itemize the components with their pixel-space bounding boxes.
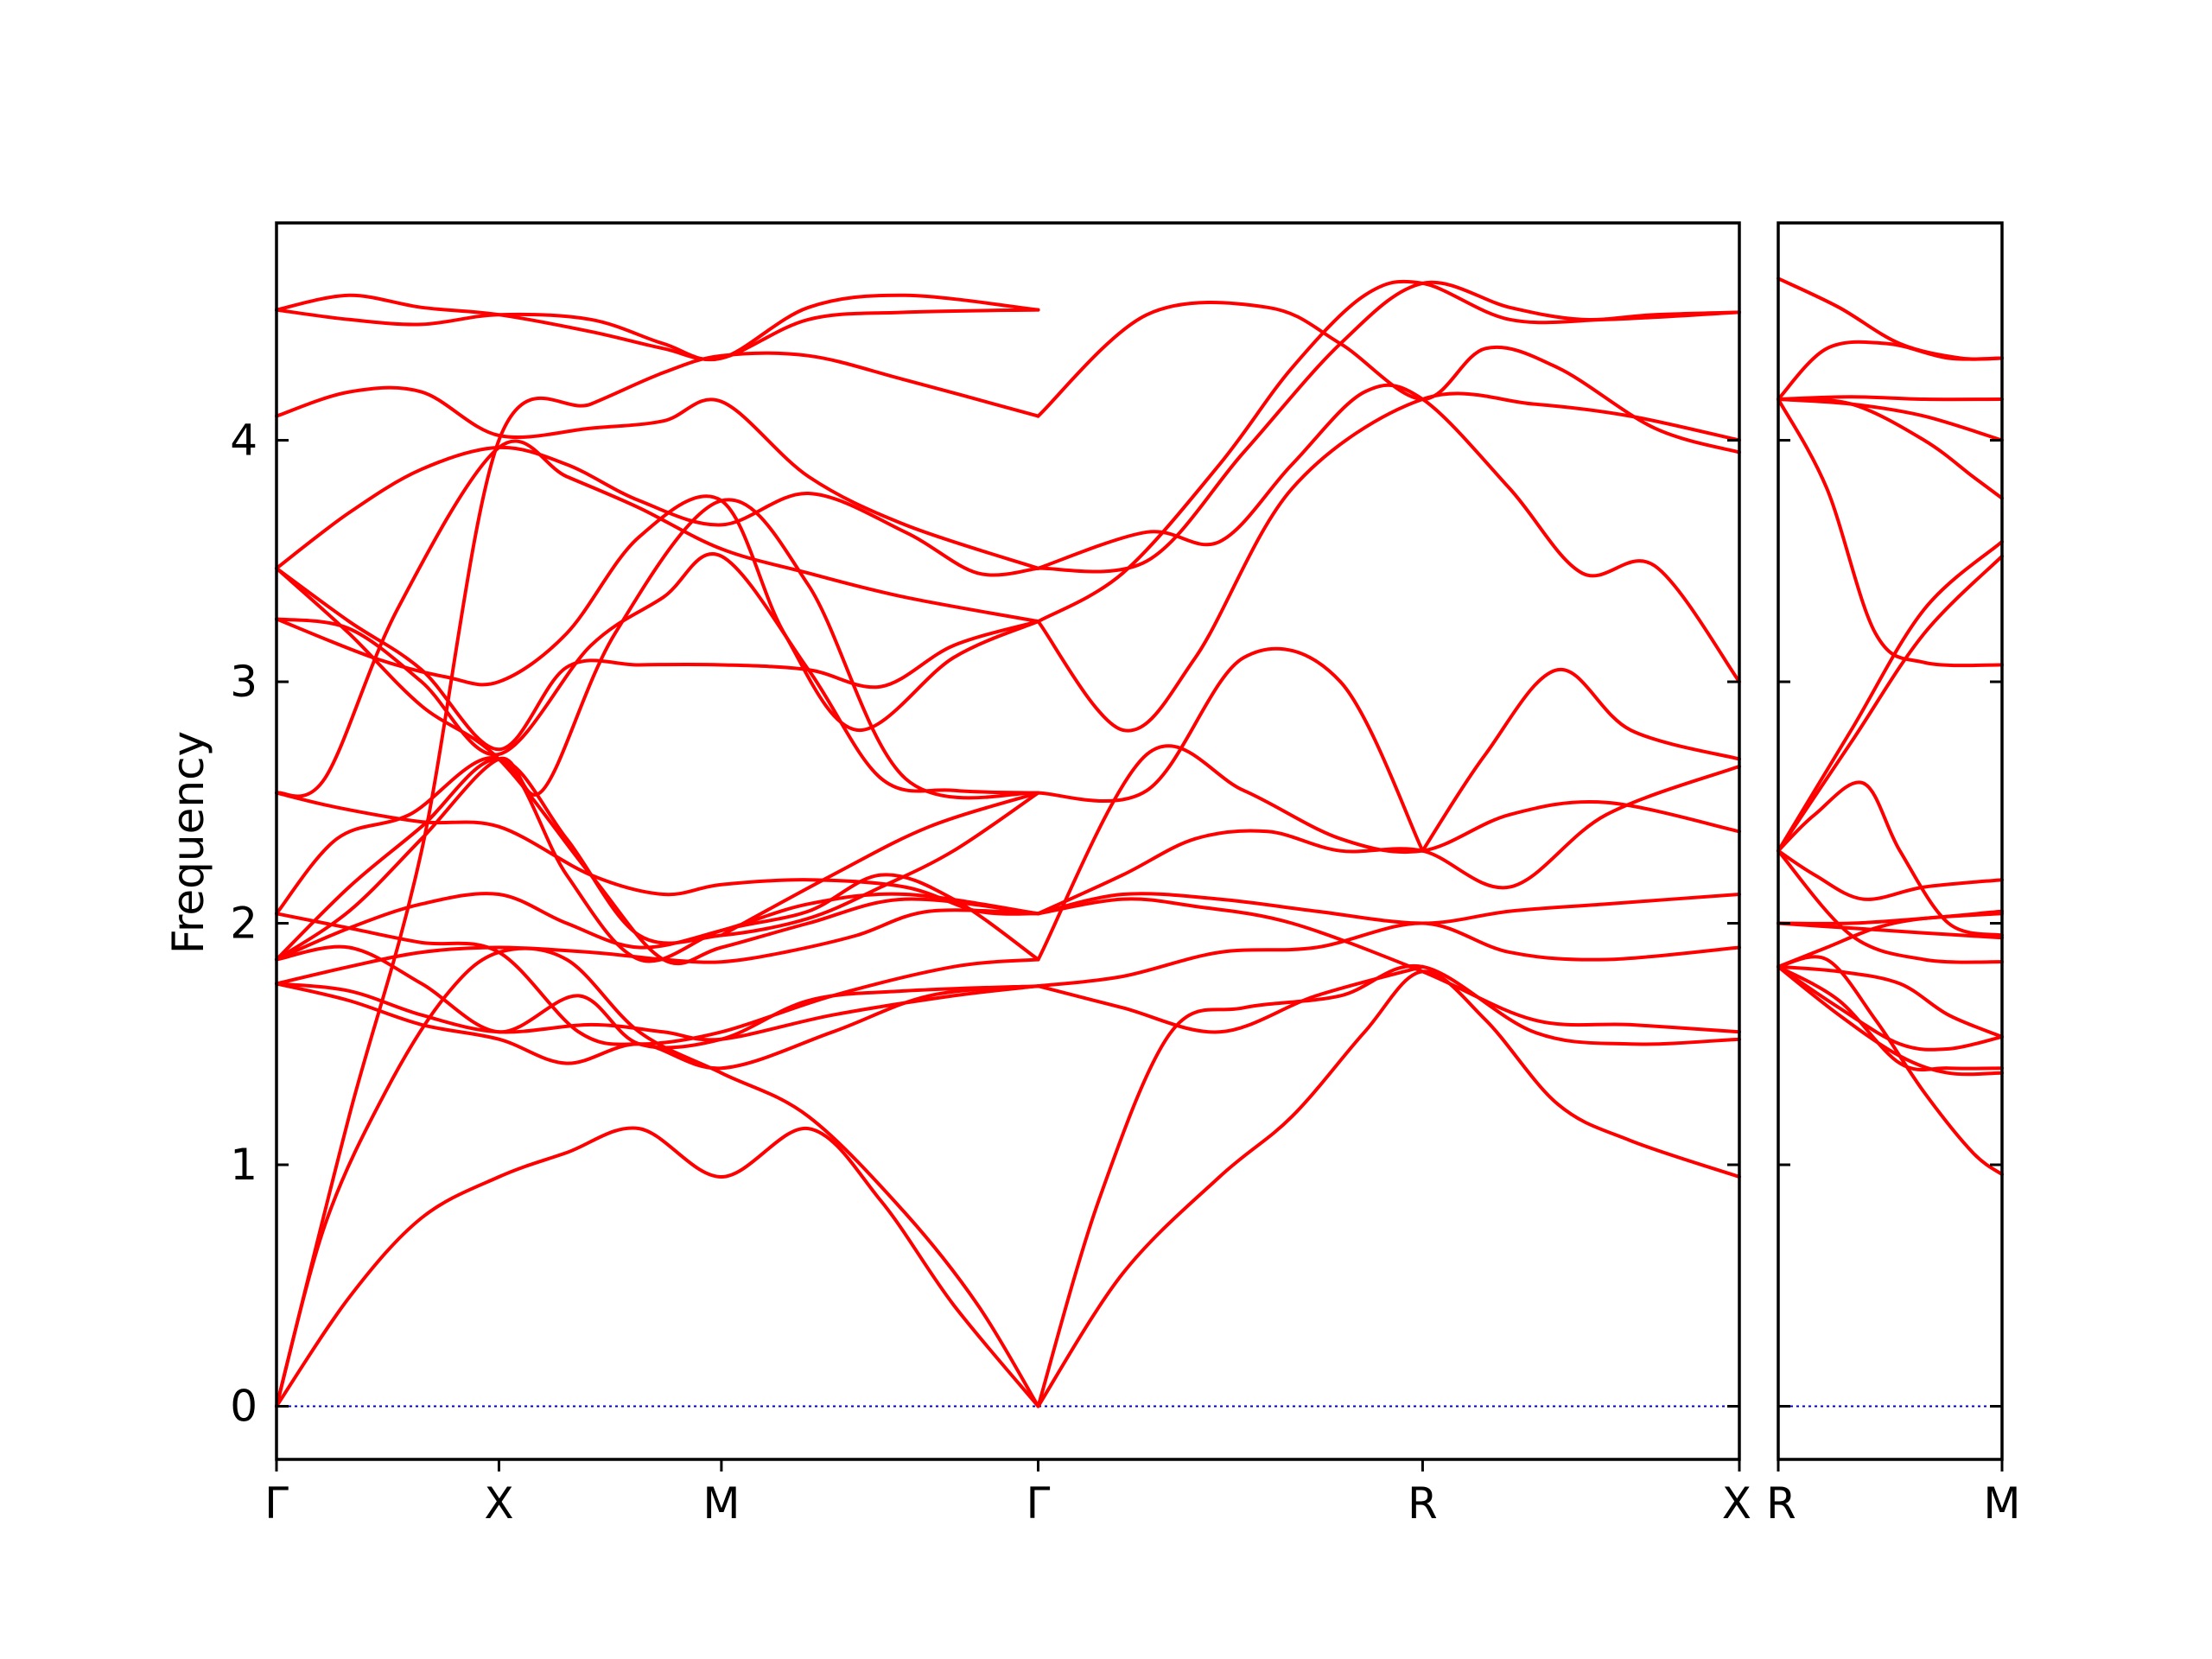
y-tick-label: 4 (230, 416, 257, 466)
band-line-main-15 (275, 498, 1040, 962)
band-line-side-15 (1777, 964, 2004, 1039)
band-line-main-38 (1036, 301, 1741, 454)
band-line-main-6 (275, 982, 1040, 1042)
plot-frame-side (1777, 221, 2004, 1461)
band-line-main-31 (1036, 921, 1741, 988)
band-line-main-28 (1036, 764, 1741, 916)
band-line-main-4 (1036, 963, 1741, 1408)
bands-side-panel (1777, 276, 2004, 1408)
band-line-main-27 (1421, 668, 1741, 853)
band-line-main-12 (275, 756, 1040, 963)
band-line-main-10 (275, 912, 1040, 1046)
band-line-main-26 (1036, 646, 1425, 853)
band-line-main-5 (275, 982, 1040, 1071)
band-line-main-29 (1036, 744, 1741, 962)
band-line-side-10 (1777, 849, 2004, 901)
band-line-main-24 (275, 293, 1040, 361)
y-axis-label: Frequency (163, 731, 213, 954)
y-tick-label: 3 (230, 657, 257, 707)
band-line-main-19 (275, 552, 1040, 795)
band-line-side-11 (1777, 921, 2004, 940)
band-line-main-30 (1036, 892, 1741, 925)
band-line-side-9 (1777, 780, 2004, 938)
band-line-main-3 (1036, 969, 1741, 1408)
bands-main-panel (275, 279, 1741, 1408)
x-tick-label: Γ (264, 1478, 289, 1529)
band-line-main-32 (1036, 897, 1741, 1034)
band-line-main-20 (275, 566, 1040, 752)
band-line-side-13 (1777, 912, 2004, 969)
band-line-side-17 (1777, 964, 2004, 1077)
band-line-main-11 (275, 791, 1040, 916)
band-line-main-37 (1036, 279, 1741, 624)
x-tick-label: M (1983, 1478, 2020, 1529)
band-line-side-8 (1777, 554, 2004, 853)
band-line-side-5 (1777, 397, 2004, 500)
band-line-side-18 (1777, 964, 2004, 1071)
band-line-side-14 (1777, 849, 2004, 964)
band-line-main-18 (275, 494, 1040, 732)
band-line-main-34 (1036, 391, 1741, 733)
x-tick-label: R (1766, 1478, 1796, 1529)
y-tick-label: 2 (230, 899, 257, 949)
x-tick-label: Γ (1027, 1478, 1051, 1529)
band-line-main-2 (275, 946, 1040, 1408)
band-line-main-16 (275, 439, 1040, 798)
band-line-main-9 (275, 892, 1040, 962)
axes-main-panel: 0 1 2 3 4 Γ X M Γ R X (230, 221, 1751, 1529)
band-line-main-33 (1036, 964, 1425, 1034)
x-tick-label: X (484, 1478, 513, 1529)
band-line-side-16 (1777, 964, 2004, 1052)
x-tick-label: X (1722, 1478, 1751, 1529)
band-line-main-17 (275, 566, 1040, 966)
y-tick-label: 0 (230, 1382, 257, 1432)
band-line-main-35 (1036, 280, 1741, 574)
band-line-main-7 (275, 944, 1040, 1050)
band-line-side-6 (1777, 397, 2004, 668)
x-tick-label: R (1408, 1478, 1438, 1529)
band-line-main-14 (719, 791, 1040, 938)
band-line-main-23 (275, 351, 1040, 1408)
band-line-main-1 (275, 1126, 1040, 1408)
y-tick-label: 1 (230, 1140, 257, 1190)
band-line-side-12 (1777, 909, 2004, 925)
band-line-main-36 (1036, 383, 1741, 683)
band-line-side-19 (1777, 955, 2004, 1177)
band-line-side-1 (1777, 276, 2004, 361)
plot-frame-main (275, 221, 1741, 1461)
x-tick-label: M (702, 1478, 740, 1529)
band-line-main-25 (275, 293, 1040, 362)
band-line-side-2 (1777, 340, 2004, 401)
band-line-main-22 (275, 385, 1040, 570)
band-line-main-21 (275, 445, 1040, 577)
band-line-side-7 (1777, 539, 2004, 853)
